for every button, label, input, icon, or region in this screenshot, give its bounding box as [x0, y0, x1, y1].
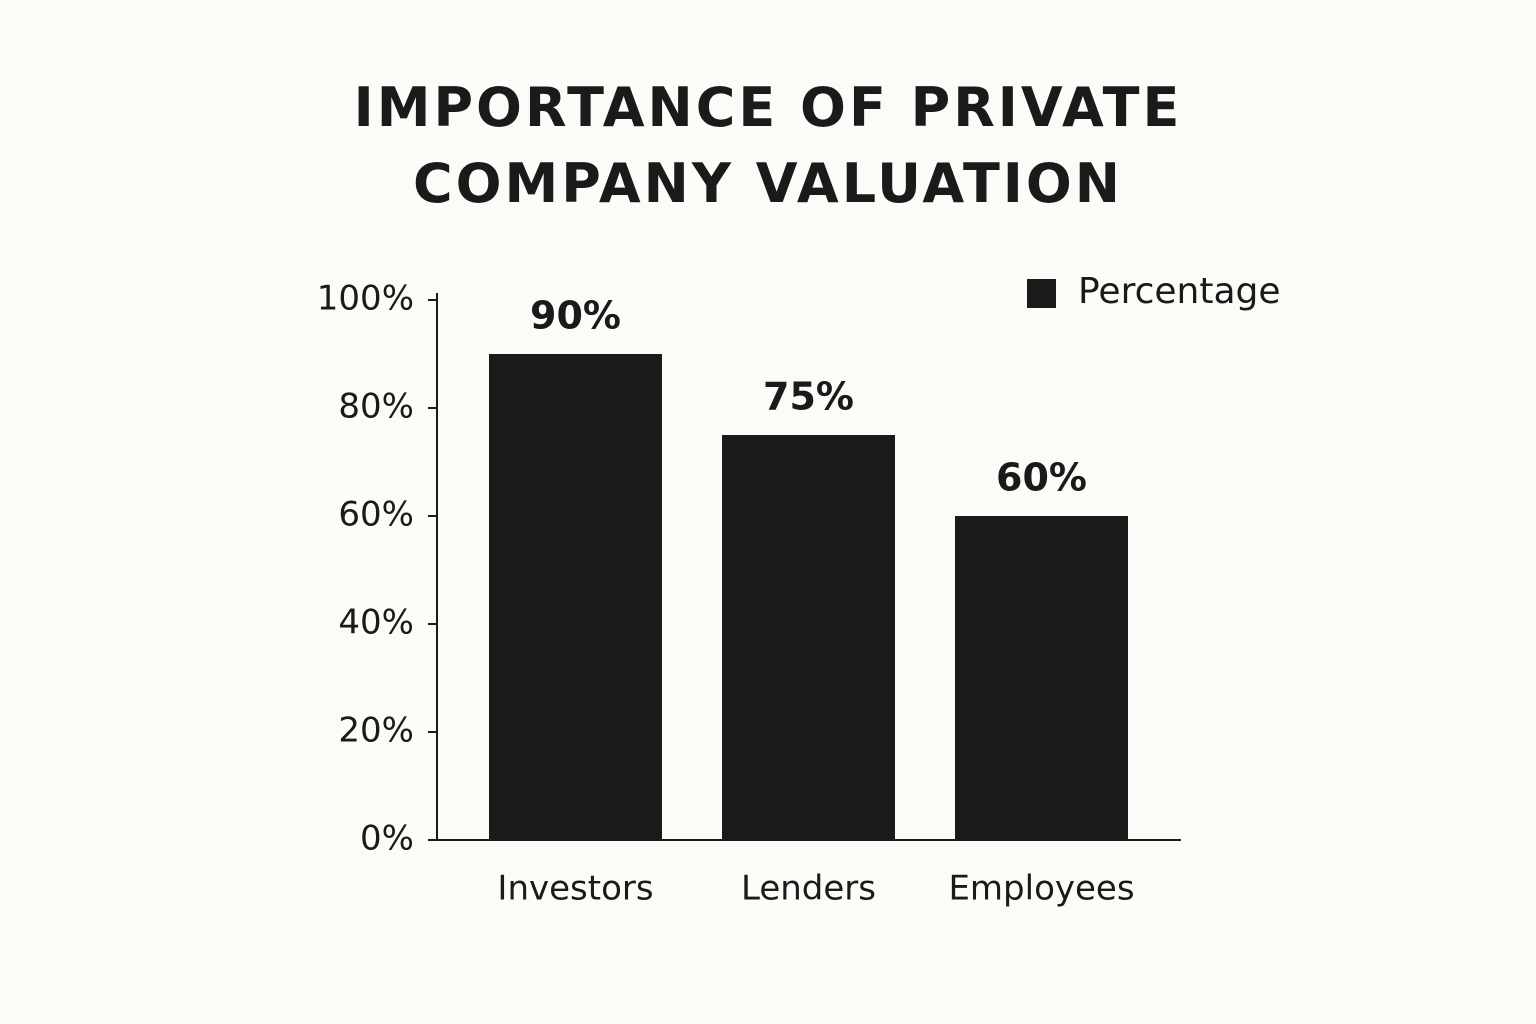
legend-swatch: [1027, 279, 1056, 308]
y-tick-label: 40%: [338, 603, 414, 643]
y-tick-label: 60%: [338, 495, 414, 535]
x-tick-label: Lenders: [741, 869, 876, 909]
y-tick-label: 100%: [317, 279, 414, 319]
value-label: 75%: [763, 375, 854, 419]
bar: [955, 516, 1128, 840]
bar: [722, 435, 895, 840]
bar: [489, 354, 662, 840]
legend-label: Percentage: [1078, 271, 1281, 312]
chart-title: IMPORTANCE OF PRIVATE COMPANY VALUATION: [353, 76, 1183, 215]
value-label: 60%: [996, 456, 1087, 500]
x-tick-label: Investors: [497, 869, 653, 909]
y-tick-label: 20%: [338, 711, 414, 751]
y-tick-label: 0%: [360, 819, 414, 859]
value-label: 90%: [530, 294, 621, 338]
y-tick-label: 80%: [338, 387, 414, 427]
x-tick-label: Employees: [948, 869, 1134, 909]
